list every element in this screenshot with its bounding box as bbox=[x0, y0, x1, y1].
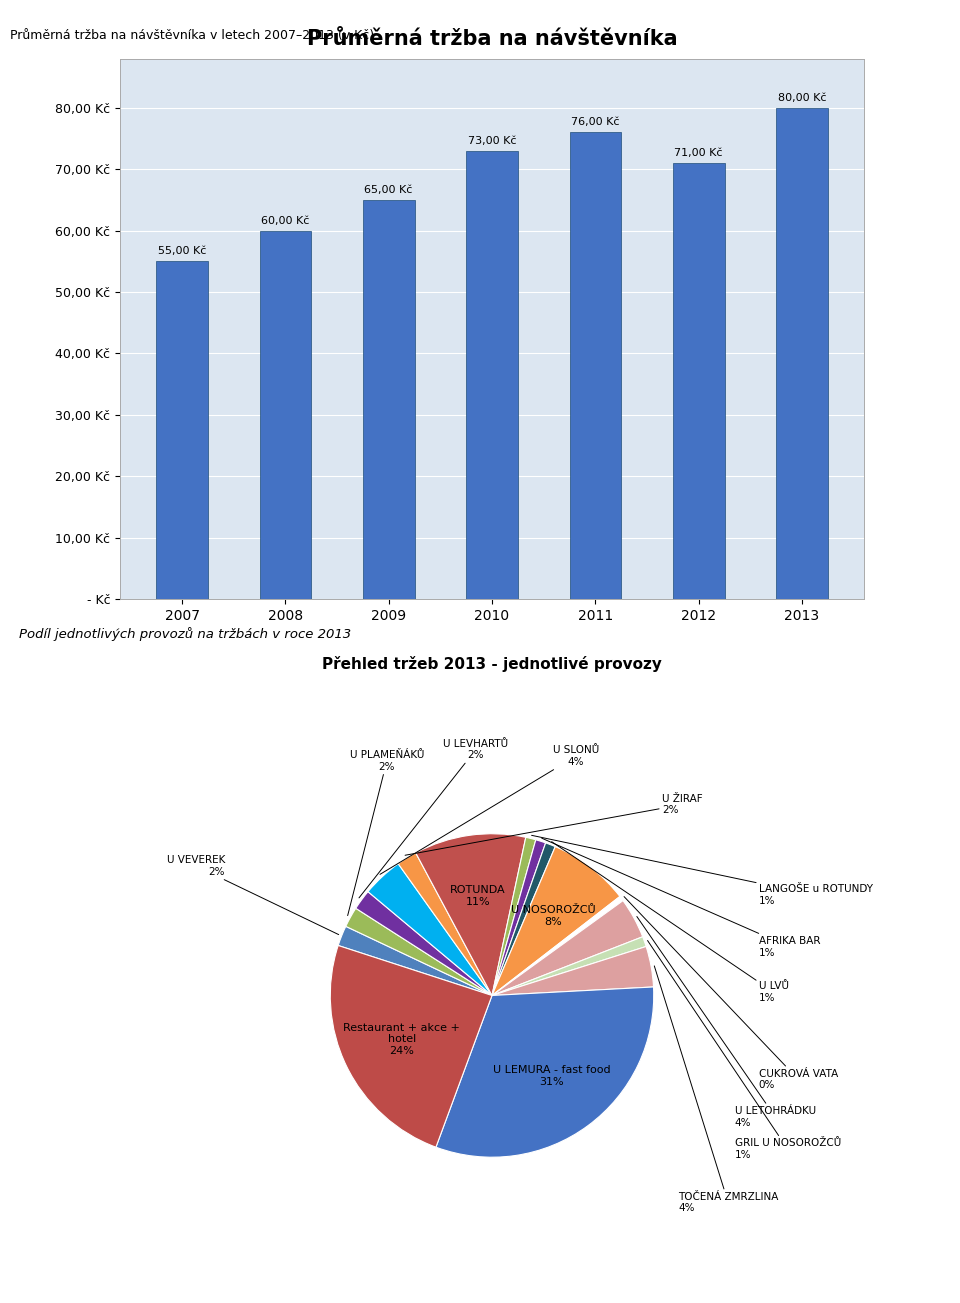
Text: U LEVHARTŮ
2%: U LEVHARTŮ 2% bbox=[359, 739, 509, 898]
Wedge shape bbox=[398, 853, 492, 995]
Text: 55,00 Kč: 55,00 Kč bbox=[157, 246, 206, 257]
Text: AFRIKA BAR
1%: AFRIKA BAR 1% bbox=[541, 838, 821, 958]
Wedge shape bbox=[492, 946, 654, 995]
Bar bbox=[569, 133, 621, 599]
Wedge shape bbox=[416, 834, 526, 995]
Bar bbox=[259, 231, 311, 599]
Wedge shape bbox=[492, 838, 536, 995]
Text: U ŽIRAF
2%: U ŽIRAF 2% bbox=[405, 794, 703, 855]
Text: GRIL U NOSOROŽCŮ
1%: GRIL U NOSOROŽCŮ 1% bbox=[648, 941, 841, 1160]
Text: LANGOŠE u ROTUNDY
1%: LANGOŠE u ROTUNDY 1% bbox=[532, 835, 873, 906]
Wedge shape bbox=[338, 926, 492, 995]
Text: Restaurant + akce +
hotel
24%: Restaurant + akce + hotel 24% bbox=[344, 1023, 460, 1055]
Text: U LVŮ
1%: U LVŮ 1% bbox=[552, 842, 789, 1003]
Wedge shape bbox=[368, 864, 492, 995]
Text: U VEVEREK
2%: U VEVEREK 2% bbox=[167, 855, 339, 934]
Bar bbox=[777, 108, 828, 599]
Bar bbox=[673, 163, 725, 599]
Bar bbox=[467, 151, 517, 599]
Wedge shape bbox=[492, 847, 620, 995]
Wedge shape bbox=[492, 937, 646, 995]
Text: 76,00 Kč: 76,00 Kč bbox=[571, 117, 619, 128]
Text: 73,00 Kč: 73,00 Kč bbox=[468, 136, 516, 146]
Text: U LETOHRÁDKU
4%: U LETOHRÁDKU 4% bbox=[636, 916, 816, 1127]
Wedge shape bbox=[492, 839, 545, 995]
Text: U NOSOROŽCŮ
8%: U NOSOROŽCŮ 8% bbox=[511, 906, 595, 926]
Text: 71,00 Kč: 71,00 Kč bbox=[675, 149, 723, 158]
Wedge shape bbox=[346, 908, 492, 995]
Bar bbox=[156, 261, 207, 599]
Text: TOČENÁ ZMRZLINA
4%: TOČENÁ ZMRZLINA 4% bbox=[655, 966, 779, 1213]
Text: 80,00 Kč: 80,00 Kč bbox=[778, 93, 827, 103]
Text: U SLONŮ
4%: U SLONŮ 4% bbox=[380, 745, 599, 874]
Text: 65,00 Kč: 65,00 Kč bbox=[365, 185, 413, 195]
Text: Průměrná tržba na návštěvníka v letech 2007–2013 (v Kč): Průměrná tržba na návštěvníka v letech 2… bbox=[10, 29, 373, 42]
Text: 60,00 Kč: 60,00 Kč bbox=[261, 215, 309, 225]
Text: CUKROVÁ VATA
0%: CUKROVÁ VATA 0% bbox=[624, 896, 838, 1091]
Wedge shape bbox=[356, 891, 492, 995]
Wedge shape bbox=[436, 986, 654, 1157]
Title: Průměrná tržba na návštěvníka: Průměrná tržba na návštěvníka bbox=[306, 29, 678, 48]
Wedge shape bbox=[492, 843, 555, 995]
Wedge shape bbox=[492, 900, 642, 995]
Wedge shape bbox=[492, 896, 623, 995]
Title: Přehled tržeb 2013 - jednotlivé provozy: Přehled tržeb 2013 - jednotlivé provozy bbox=[322, 655, 662, 672]
Text: Podíl jednotlivých provozů na tržbách v roce 2013: Podíl jednotlivých provozů na tržbách v … bbox=[19, 627, 351, 641]
Bar bbox=[363, 199, 415, 599]
Text: ROTUNDA
11%: ROTUNDA 11% bbox=[450, 885, 506, 907]
Wedge shape bbox=[330, 946, 492, 1147]
Text: U LEMURA - fast food
31%: U LEMURA - fast food 31% bbox=[492, 1066, 611, 1087]
Text: U PLAMEŇÁKŮ
2%: U PLAMEŇÁKŮ 2% bbox=[348, 751, 424, 916]
